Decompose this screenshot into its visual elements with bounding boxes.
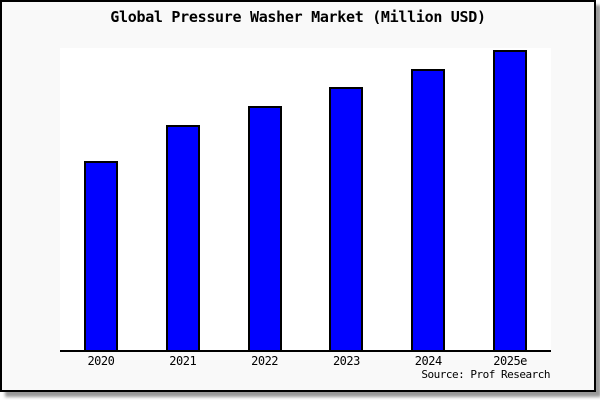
bar-2023 bbox=[329, 87, 364, 350]
x-tick-label-2020: 2020 bbox=[87, 354, 115, 368]
source-credit: Source: Prof Research bbox=[421, 368, 550, 381]
plot-area bbox=[60, 48, 551, 352]
x-tick-label-2022: 2022 bbox=[251, 354, 279, 368]
bar-2024 bbox=[411, 69, 446, 350]
x-tick-label-2021: 2021 bbox=[169, 354, 197, 368]
x-tick-label-2024: 2024 bbox=[414, 354, 442, 368]
bar-2021 bbox=[165, 125, 200, 350]
bar-2025e bbox=[493, 50, 528, 350]
chart-frame: Global Pressure Washer Market (Million U… bbox=[0, 0, 596, 392]
bar-2022 bbox=[247, 106, 282, 350]
chart-title: Global Pressure Washer Market (Million U… bbox=[110, 8, 486, 26]
bar-2020 bbox=[83, 161, 118, 350]
x-tick-label-2025e: 2025e bbox=[493, 354, 527, 368]
x-tick-label-2023: 2023 bbox=[332, 354, 360, 368]
